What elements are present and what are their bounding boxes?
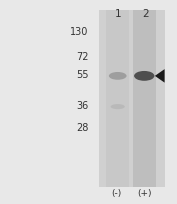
Text: 28: 28 xyxy=(76,123,88,132)
Text: 1: 1 xyxy=(114,9,121,19)
Text: 130: 130 xyxy=(70,27,88,37)
Ellipse shape xyxy=(134,72,154,81)
Text: (+): (+) xyxy=(137,188,152,197)
Bar xyxy=(106,11,129,187)
Text: 72: 72 xyxy=(76,52,88,62)
Ellipse shape xyxy=(111,104,125,110)
Text: 55: 55 xyxy=(76,70,88,79)
Text: 36: 36 xyxy=(76,100,88,110)
Text: (-): (-) xyxy=(111,188,121,197)
Polygon shape xyxy=(155,70,165,83)
Bar xyxy=(99,11,165,187)
Bar xyxy=(133,11,156,187)
Text: 2: 2 xyxy=(142,9,149,19)
Ellipse shape xyxy=(109,73,127,80)
